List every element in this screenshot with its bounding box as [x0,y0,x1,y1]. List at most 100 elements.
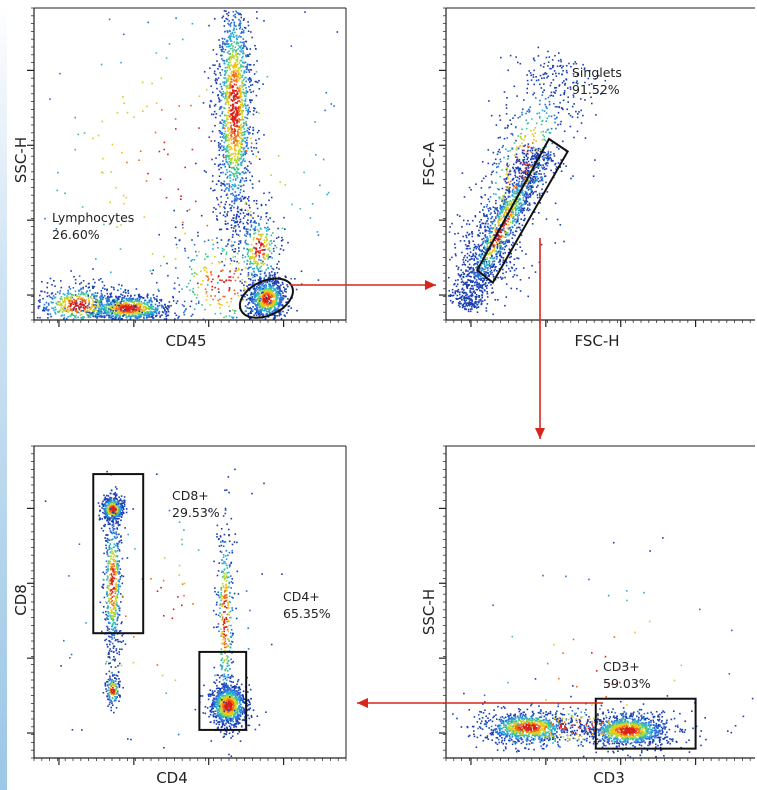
data-point [255,111,258,113]
data-point [229,270,231,272]
data-point [255,80,258,83]
data-point [154,309,157,312]
data-point [467,279,469,281]
data-point [158,302,161,304]
data-point [110,302,113,305]
data-point [214,18,216,20]
data-point [88,310,90,312]
data-point [257,306,259,309]
data-point [96,317,98,319]
data-point [229,25,232,27]
data-point [226,161,229,163]
data-point [266,75,269,78]
data-point [273,303,275,305]
data-point [217,288,220,290]
data-point [235,55,238,57]
data-point [95,301,97,304]
data-point [93,295,96,298]
data-point [451,288,454,291]
gate-lymphocytes[interactable] [234,271,299,326]
data-point [124,289,126,292]
data-point [145,314,147,316]
data-point [229,68,231,71]
data-point [249,179,252,182]
data-point [262,282,265,285]
data-point [203,269,206,271]
data-point [486,292,489,295]
data-point [238,114,241,116]
data-point [164,313,167,315]
data-point [272,220,275,223]
data-point [73,299,76,302]
data-point [91,285,94,288]
data-point [534,153,536,156]
data-point [46,306,48,308]
data-point [231,106,234,109]
data-point [492,274,494,276]
data-point [238,13,240,15]
data-point [235,160,237,162]
data-point [546,153,548,156]
data-point [80,306,83,308]
data-point [133,312,135,315]
data-point [230,142,233,145]
data-point [244,305,247,307]
data-point [245,71,248,73]
data-point [135,304,138,307]
data-point [114,301,116,303]
data-point [232,56,235,58]
data-point [231,86,234,89]
data-point [462,271,464,274]
data-point [460,278,463,280]
data-point [236,107,239,109]
data-point [252,238,255,241]
data-point [248,171,251,174]
data-point [233,57,235,59]
data-point [230,240,233,243]
data-point [73,301,76,303]
data-point [536,154,538,157]
data-point [218,90,221,93]
data-point [457,302,460,304]
data-point [249,110,251,113]
data-point [239,93,242,96]
data-point [504,276,506,279]
data-point [252,293,255,295]
data-point [248,63,251,66]
data-point [248,128,251,131]
data-point [481,294,483,296]
data-point [149,313,152,315]
data-point [88,301,91,303]
data-point [77,316,79,319]
data-point [225,156,227,159]
data-point [515,167,518,170]
data-point [233,199,236,202]
data-point [64,305,67,307]
data-point [277,286,279,289]
data-point [241,28,244,31]
data-point [253,227,256,230]
data-point [83,304,85,306]
data-point [500,256,503,258]
data-point [224,138,227,140]
data-point [255,248,258,251]
data-point [222,95,225,98]
data-point [239,93,242,95]
data-point [279,293,281,295]
data-point [142,313,145,316]
data-point [474,295,477,298]
data-point [240,91,243,93]
data-point [223,51,225,53]
data-point [492,313,494,316]
data-point [73,314,75,317]
data-point [287,285,289,288]
data-point [521,250,523,252]
data-point [261,285,263,287]
data-point [210,270,212,273]
data-point [142,297,145,299]
data-point [104,288,106,290]
data-point [239,104,242,106]
data-point [221,131,223,134]
data-point [227,79,230,81]
data-point [84,310,86,312]
